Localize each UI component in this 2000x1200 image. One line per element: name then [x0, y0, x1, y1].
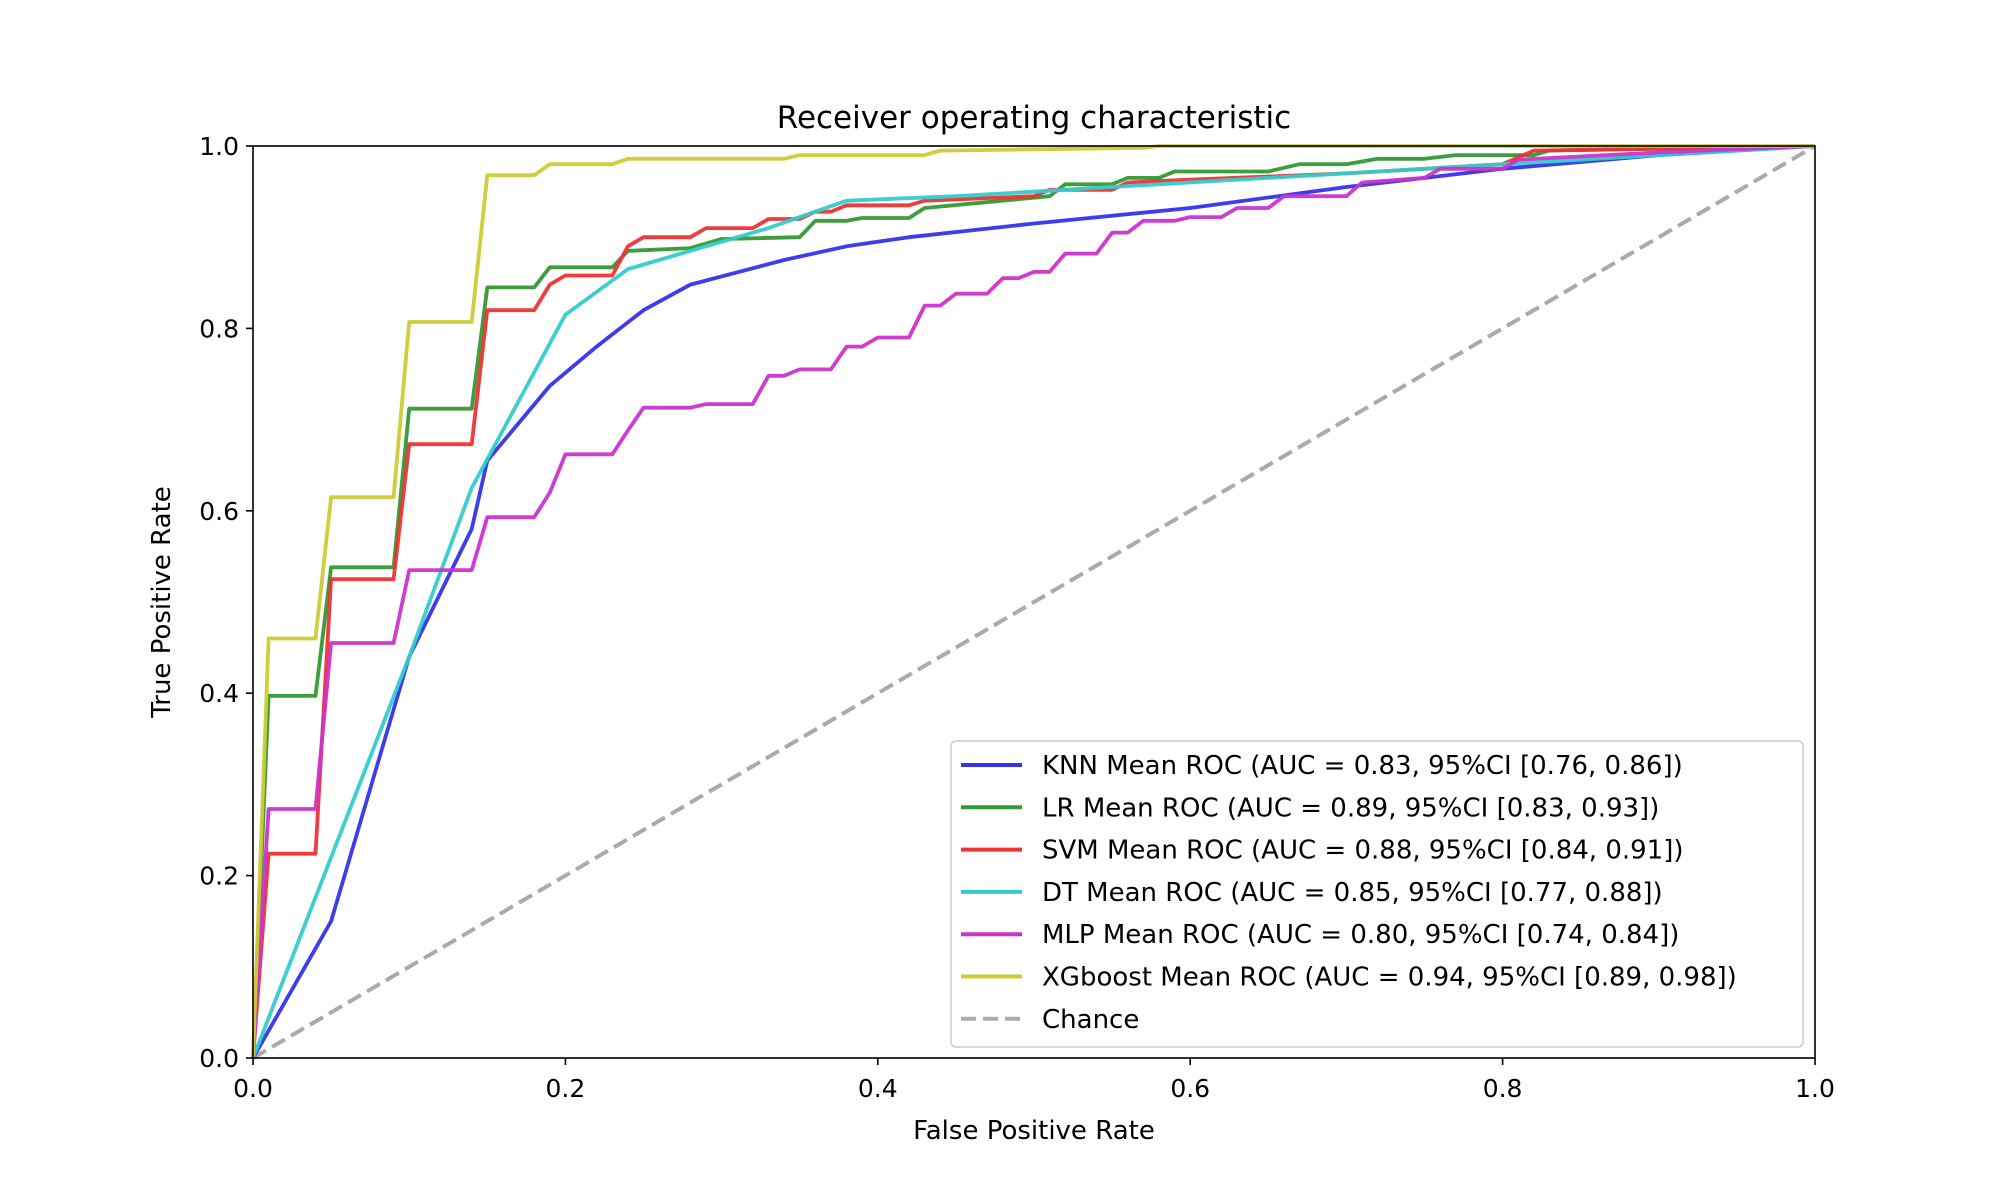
x-tick-label: 0.6	[1170, 1074, 1210, 1103]
legend-entry: Chance	[1042, 1005, 1139, 1035]
legend-box	[950, 740, 1804, 1048]
x-tick-label: 0.2	[546, 1074, 586, 1103]
legend-entry: LR Mean ROC (AUC = 0.89, 95%CI [0.83, 0.…	[1042, 793, 1659, 823]
series-line-knn	[251, 144, 1816, 1059]
legend-entry: DT Mean ROC (AUC = 0.85, 95%CI [0.77, 0.…	[1042, 878, 1663, 908]
chart-title: Receiver operating characteristic	[777, 100, 1291, 136]
x-axis-title: False Positive Rate	[913, 1116, 1155, 1146]
series-line-mlp	[251, 144, 1816, 1059]
y-tick-label: 1.0	[199, 132, 239, 161]
x-tick-label: 0.0	[233, 1074, 273, 1103]
y-tick-label: 0.8	[199, 314, 239, 343]
y-axis-title: True Positive Rate	[147, 486, 177, 719]
plot-frame	[252, 145, 1816, 1059]
y-tick-label: 0.6	[199, 497, 239, 526]
y-tick-label: 0.4	[199, 679, 239, 708]
y-axis: 0.0 0.2 0.4 0.6 0.8 1.0	[199, 132, 253, 1073]
x-tick-label: 0.4	[858, 1074, 898, 1103]
curves-layer	[251, 144, 1817, 1060]
series-line-lr	[251, 144, 1816, 1059]
legend-entry: XGboost Mean ROC (AUC = 0.94, 95%CI [0.8…	[1042, 963, 1737, 993]
y-tick-label: 0.2	[199, 862, 239, 891]
x-tick-label: 0.8	[1483, 1074, 1523, 1103]
series-line-dt	[251, 144, 1816, 1059]
x-tick-label: 1.0	[1795, 1074, 1835, 1103]
legend-entry: KNN Mean ROC (AUC = 0.83, 95%CI [0.76, 0…	[1042, 751, 1683, 781]
y-tick-label: 0.0	[199, 1044, 239, 1073]
legend: KNN Mean ROC (AUC = 0.83, 95%CI [0.76, 0…	[950, 740, 1804, 1048]
legend-entry: MLP Mean ROC (AUC = 0.80, 95%CI [0.74, 0…	[1042, 920, 1679, 950]
series-line-chance	[251, 144, 1817, 1060]
series-line-xgboost	[251, 144, 1815, 1059]
x-axis: 0.0 0.2 0.4 0.6 0.8 1.0	[233, 1058, 1835, 1103]
legend-entry: SVM Mean ROC (AUC = 0.88, 95%CI [0.84, 0…	[1042, 836, 1684, 866]
